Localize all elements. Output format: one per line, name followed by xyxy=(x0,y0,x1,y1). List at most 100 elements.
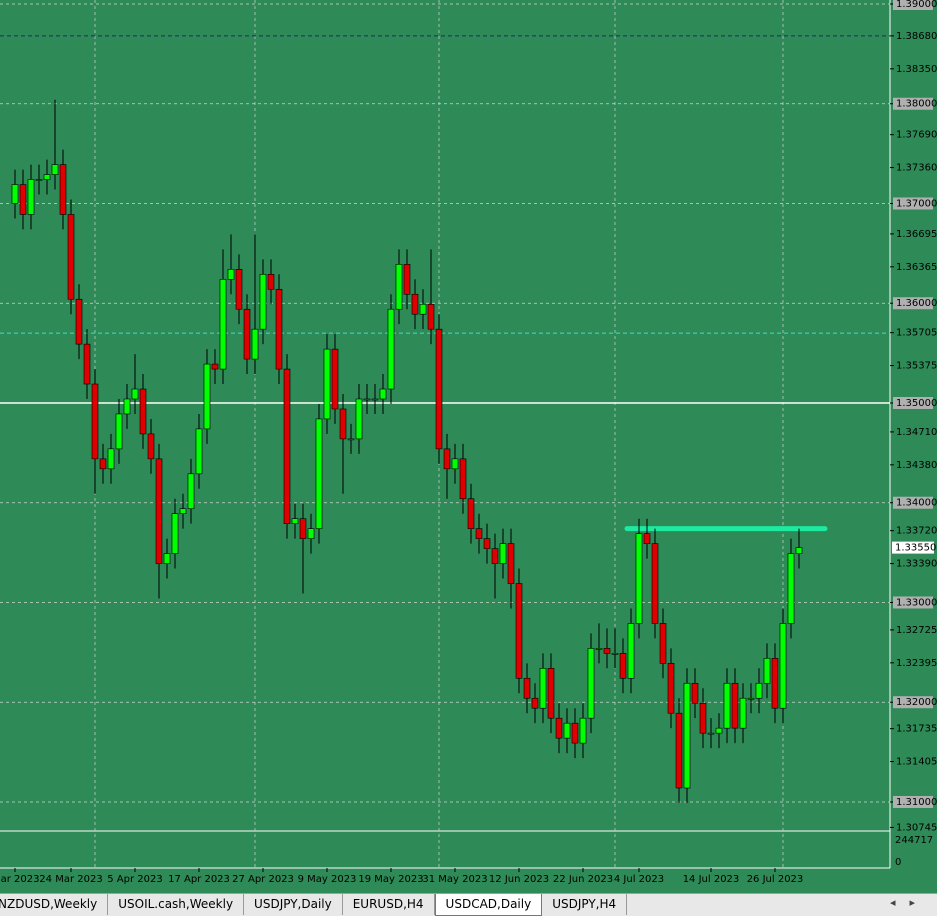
x-tick-label: 4 Jul 2023 xyxy=(614,874,664,885)
candle-body xyxy=(731,682,739,729)
candle-body xyxy=(115,413,123,450)
candle-body xyxy=(307,528,315,539)
x-tick-label: 27 Apr 2023 xyxy=(232,874,294,885)
candle-body xyxy=(699,702,707,734)
y-tick-box xyxy=(893,596,933,609)
candle-body xyxy=(499,543,507,564)
candle-body xyxy=(107,448,115,470)
candle-body xyxy=(571,722,579,744)
y-tick-label: 1.34380 xyxy=(896,460,937,471)
y-tick-label: 1.33000 xyxy=(896,597,937,608)
candle-body xyxy=(43,174,51,180)
candle-body xyxy=(147,433,155,460)
y-tick-label: 1.30745 xyxy=(896,822,937,833)
x-tick-label: 9 May 2023 xyxy=(298,874,357,885)
y-tick-label: 1.36695 xyxy=(896,229,937,240)
y-tick-box xyxy=(893,97,933,110)
tab[interactable]: USDCAD,Daily xyxy=(434,894,543,916)
y-tick-box xyxy=(893,696,933,709)
candle-body xyxy=(131,388,139,400)
tab[interactable]: USDJPY,H4 xyxy=(542,894,628,915)
candle-body xyxy=(331,348,339,410)
candle-body xyxy=(363,398,371,401)
candle-body xyxy=(451,458,459,470)
x-tick-label: 31 May 2023 xyxy=(422,874,487,885)
tab[interactable]: NZDUSD,Weekly xyxy=(0,894,109,915)
candle-body xyxy=(595,648,603,650)
candle-body xyxy=(139,388,147,435)
y-tick-label: 1.38350 xyxy=(896,64,937,75)
candle-body xyxy=(459,458,467,500)
candle-body xyxy=(723,682,731,729)
x-tick-label: 19 May 2023 xyxy=(358,874,423,885)
candle-body xyxy=(123,398,131,415)
candle-body xyxy=(675,712,683,789)
y-tick-label: 1.31405 xyxy=(896,757,937,768)
candle-body xyxy=(99,458,107,470)
x-tick-label: 5 Apr 2023 xyxy=(107,874,162,885)
candle-body xyxy=(11,184,19,204)
candle-body xyxy=(739,697,747,729)
y-tick-label: 1.32395 xyxy=(896,658,937,669)
volume-tick-label: 0 xyxy=(895,857,901,868)
candle-body xyxy=(443,448,451,470)
candle-body xyxy=(763,658,771,684)
candle-body xyxy=(75,298,83,345)
candle-body xyxy=(547,668,555,719)
candle-body xyxy=(683,682,691,789)
y-tick-box xyxy=(893,396,933,409)
candle-body xyxy=(403,264,411,295)
x-tick-label: 24 Mar 2023 xyxy=(39,874,102,885)
candle-body xyxy=(539,668,547,709)
candle-body xyxy=(667,663,675,714)
candle-body xyxy=(235,269,243,310)
y-tick-label: 1.37000 xyxy=(896,198,937,209)
x-tick-label: 17 Apr 2023 xyxy=(168,874,230,885)
y-tick-label: 1.34710 xyxy=(896,427,937,438)
candle-body xyxy=(323,348,331,420)
candle-body xyxy=(259,274,267,330)
candle-body xyxy=(155,458,163,564)
candle-body xyxy=(219,278,227,370)
candle-body xyxy=(579,717,587,744)
candle-body xyxy=(91,383,99,460)
candle-body xyxy=(419,303,427,315)
tab[interactable]: EURUSD,H4 xyxy=(343,894,435,915)
candle-body xyxy=(427,303,435,330)
current-price-box xyxy=(892,541,934,554)
x-tick-label: Mar 2023 xyxy=(0,874,40,885)
candle-body xyxy=(59,164,67,215)
y-tick-label: 1.36000 xyxy=(896,298,937,309)
tab[interactable]: USDJPY,Daily xyxy=(244,894,343,915)
y-tick-label: 1.31000 xyxy=(896,797,937,808)
y-tick-label: 1.36365 xyxy=(896,262,937,273)
candle-body xyxy=(627,623,635,679)
candle-body xyxy=(467,498,475,529)
candle-body xyxy=(635,533,643,624)
candle-body xyxy=(515,583,523,679)
y-tick-label: 1.35705 xyxy=(896,328,937,339)
tab-arrows[interactable]: ◂▸ xyxy=(889,896,929,909)
candle-body xyxy=(707,732,715,735)
candle-body xyxy=(291,518,299,524)
x-tick-label: 22 Jun 2023 xyxy=(553,874,613,885)
candle-body xyxy=(747,697,755,700)
tab[interactable]: USOIL.cash,Weekly xyxy=(108,894,245,915)
candle-body xyxy=(67,214,75,300)
y-tick-label: 1.33390 xyxy=(896,559,937,570)
candle-body xyxy=(435,328,443,450)
chart: 1.39000 1.38680 1.38350 1.38000 1.37690 1.373… xyxy=(0,0,937,893)
candle-body xyxy=(779,623,787,709)
candle-body xyxy=(371,398,379,401)
candle-body xyxy=(771,658,779,709)
x-tick-label: 14 Jul 2023 xyxy=(683,874,740,885)
y-tick-label: 1.37360 xyxy=(896,163,937,174)
candle-body xyxy=(171,513,179,554)
y-tick-label: 1.32725 xyxy=(896,625,937,636)
y-tick-label: 1.35000 xyxy=(896,398,937,409)
y-tick-box xyxy=(893,197,933,210)
candle-body xyxy=(691,682,699,704)
candle-body xyxy=(523,677,531,699)
y-tick-label: 1.37690 xyxy=(896,130,937,141)
